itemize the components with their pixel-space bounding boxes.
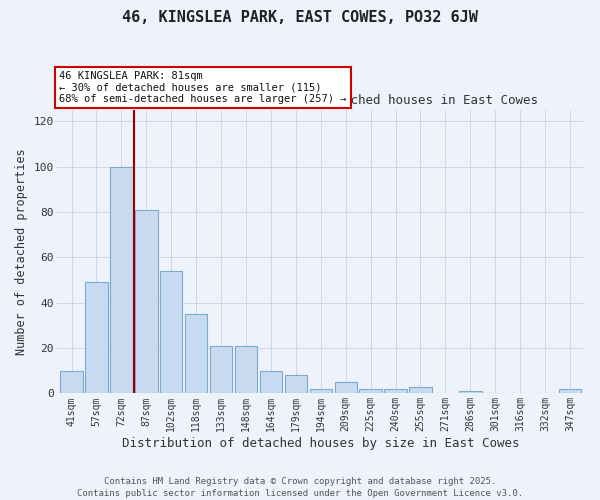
Text: 46, KINGSLEA PARK, EAST COWES, PO32 6JW: 46, KINGSLEA PARK, EAST COWES, PO32 6JW	[122, 10, 478, 25]
Bar	[310, 389, 332, 394]
Bar	[284, 376, 307, 394]
Bar	[335, 382, 357, 394]
Bar	[85, 282, 107, 394]
Bar	[61, 370, 83, 394]
Y-axis label: Number of detached properties: Number of detached properties	[15, 148, 28, 355]
Text: 46 KINGSLEA PARK: 81sqm
← 30% of detached houses are smaller (115)
68% of semi-d: 46 KINGSLEA PARK: 81sqm ← 30% of detache…	[59, 71, 347, 104]
Bar	[110, 166, 133, 394]
Bar	[260, 370, 282, 394]
Bar	[385, 389, 407, 394]
Bar	[459, 391, 482, 394]
Title: Size of property relative to detached houses in East Cowes: Size of property relative to detached ho…	[103, 94, 538, 108]
Bar	[409, 386, 432, 394]
X-axis label: Distribution of detached houses by size in East Cowes: Distribution of detached houses by size …	[122, 437, 520, 450]
Text: Contains HM Land Registry data © Crown copyright and database right 2025.
Contai: Contains HM Land Registry data © Crown c…	[77, 476, 523, 498]
Bar	[359, 389, 382, 394]
Bar	[185, 314, 208, 394]
Bar	[235, 346, 257, 394]
Bar	[135, 210, 158, 394]
Bar	[210, 346, 232, 394]
Bar	[160, 271, 182, 394]
Bar	[559, 389, 581, 394]
